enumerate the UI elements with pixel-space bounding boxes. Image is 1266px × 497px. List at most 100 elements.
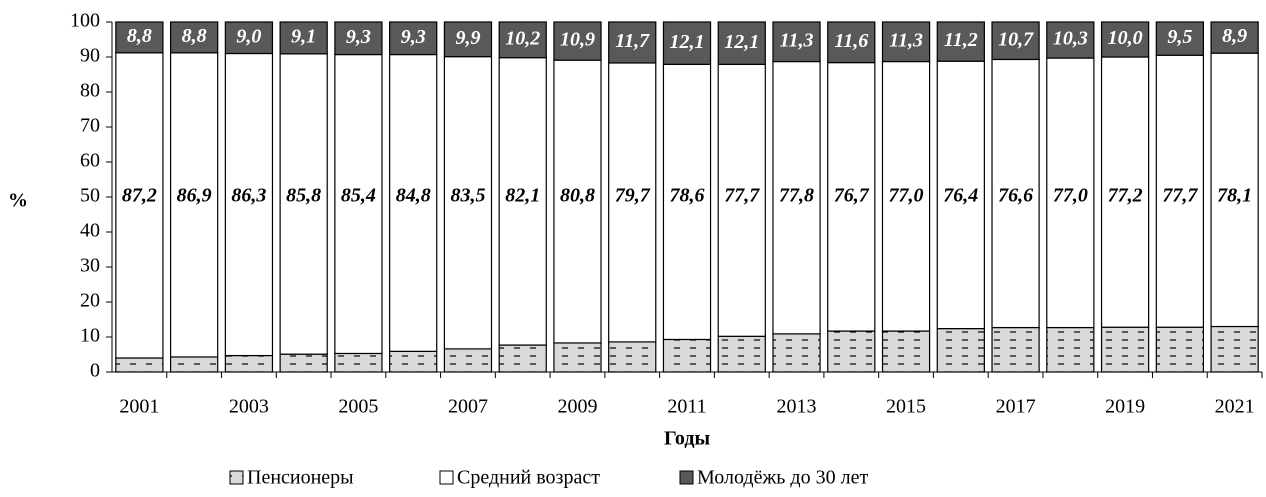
bar-segment: [1155, 326, 1205, 373]
bar-segment: [1210, 21, 1259, 54]
data-label: 78,6: [670, 185, 705, 207]
bar-segment: [334, 352, 383, 373]
y-tick-label: 100: [70, 10, 100, 32]
bar-segment: [936, 328, 985, 373]
bar-segment: [881, 60, 931, 332]
bar-segment: [991, 58, 1040, 329]
x-tick-label: 2007: [448, 396, 488, 418]
bar-segment: [1155, 21, 1205, 56]
x-tick-label: 2019: [1105, 396, 1145, 418]
x-tick-label: 2017: [996, 396, 1036, 418]
bar-segment: [991, 21, 1040, 61]
bar-segment: [115, 52, 164, 359]
y-axis-label: %: [8, 190, 28, 212]
data-label: 8,8: [127, 25, 152, 47]
bar-segment: [169, 21, 219, 54]
data-label: 11,3: [780, 29, 814, 51]
data-label: 9,3: [401, 26, 426, 48]
x-tick-label: 2005: [338, 396, 378, 418]
bar-segment: [1100, 326, 1150, 373]
data-label: 85,8: [286, 185, 321, 207]
data-label: 77,7: [1162, 185, 1198, 207]
bar-segment: [662, 63, 712, 341]
bar-segment: [279, 21, 328, 55]
data-label: 10,2: [505, 27, 540, 49]
bar-segment: [717, 21, 766, 65]
bar-segment: [279, 353, 328, 373]
data-label: 87,2: [122, 185, 157, 207]
legend-swatch: [439, 470, 454, 485]
bar-segment: [881, 330, 931, 373]
bar-segment: [1100, 21, 1150, 58]
y-tick-label: 90: [80, 45, 100, 67]
bar-segment: [334, 53, 383, 355]
bar-segment: [389, 53, 438, 352]
bar-segment: [827, 21, 876, 64]
bar-segment: [1155, 54, 1205, 328]
data-label: 10,7: [998, 28, 1034, 50]
y-tick-label: 60: [80, 150, 100, 172]
legend-swatch: [229, 470, 244, 485]
x-tick-label: 2013: [777, 396, 817, 418]
data-label: 82,1: [505, 185, 540, 207]
bar-segment: [1210, 325, 1259, 373]
y-tick-label: 20: [80, 290, 100, 312]
bar-segment: [662, 338, 712, 373]
x-tick-label: 2009: [557, 396, 597, 418]
data-label: 77,0: [889, 185, 924, 207]
y-tick-label: 80: [80, 80, 100, 102]
bar-segment: [717, 335, 766, 373]
bar-segment: [224, 354, 274, 373]
data-label: 77,8: [779, 185, 814, 207]
bar-segment: [772, 21, 821, 63]
y-tick-label: 70: [80, 115, 100, 137]
data-label: 10,9: [560, 29, 595, 51]
y-tick-label: 30: [80, 255, 100, 277]
bar-segment: [1046, 326, 1095, 373]
bar-segment: [936, 21, 985, 62]
data-label: 12,1: [670, 31, 705, 53]
bar-segment: [608, 341, 657, 373]
data-label: 10,3: [1053, 28, 1088, 50]
bar-segment: [169, 52, 219, 358]
data-label: 11,7: [615, 30, 650, 52]
data-label: 79,7: [615, 185, 651, 207]
data-label: 77,7: [724, 185, 760, 207]
bar-segment: [389, 350, 438, 373]
bar-segment: [936, 60, 985, 330]
data-label: 77,2: [1108, 185, 1143, 207]
data-label: 9,0: [236, 25, 261, 47]
bar-segment: [169, 356, 219, 373]
data-label: 85,4: [341, 185, 376, 207]
bar-segment: [553, 342, 602, 373]
legend-label: Пенсионеры: [247, 467, 354, 489]
data-label: 76,7: [834, 185, 870, 207]
bar-segment: [334, 21, 383, 56]
bar-segment: [608, 21, 657, 64]
x-tick-label: 2003: [229, 396, 269, 418]
bar-segment: [717, 63, 766, 337]
data-label: 9,1: [291, 26, 316, 48]
y-tick-label: 50: [80, 185, 100, 207]
bar-segment: [443, 21, 493, 58]
legend-label: Средний возраст: [457, 467, 600, 489]
x-tick-label: 2021: [1215, 396, 1255, 418]
x-axis-label: Годы: [664, 428, 711, 450]
data-label: 9,5: [1167, 26, 1192, 48]
data-label: 84,8: [396, 185, 431, 207]
x-tick-label: 2011: [667, 396, 706, 418]
bar-segment: [991, 326, 1040, 373]
data-label: 8,9: [1222, 25, 1247, 47]
data-label: 10,0: [1108, 27, 1143, 49]
bar-segment: [553, 21, 602, 61]
bar-segment: [608, 62, 657, 343]
bar-segment: [443, 56, 493, 350]
legend-swatch: [679, 470, 694, 485]
bar-segment: [498, 344, 547, 373]
data-label: 86,9: [177, 185, 212, 207]
bar-segment: [1046, 21, 1095, 59]
data-label: 78,1: [1217, 185, 1252, 207]
x-tick-label: 2001: [119, 396, 159, 418]
bar-segment: [1210, 52, 1259, 328]
